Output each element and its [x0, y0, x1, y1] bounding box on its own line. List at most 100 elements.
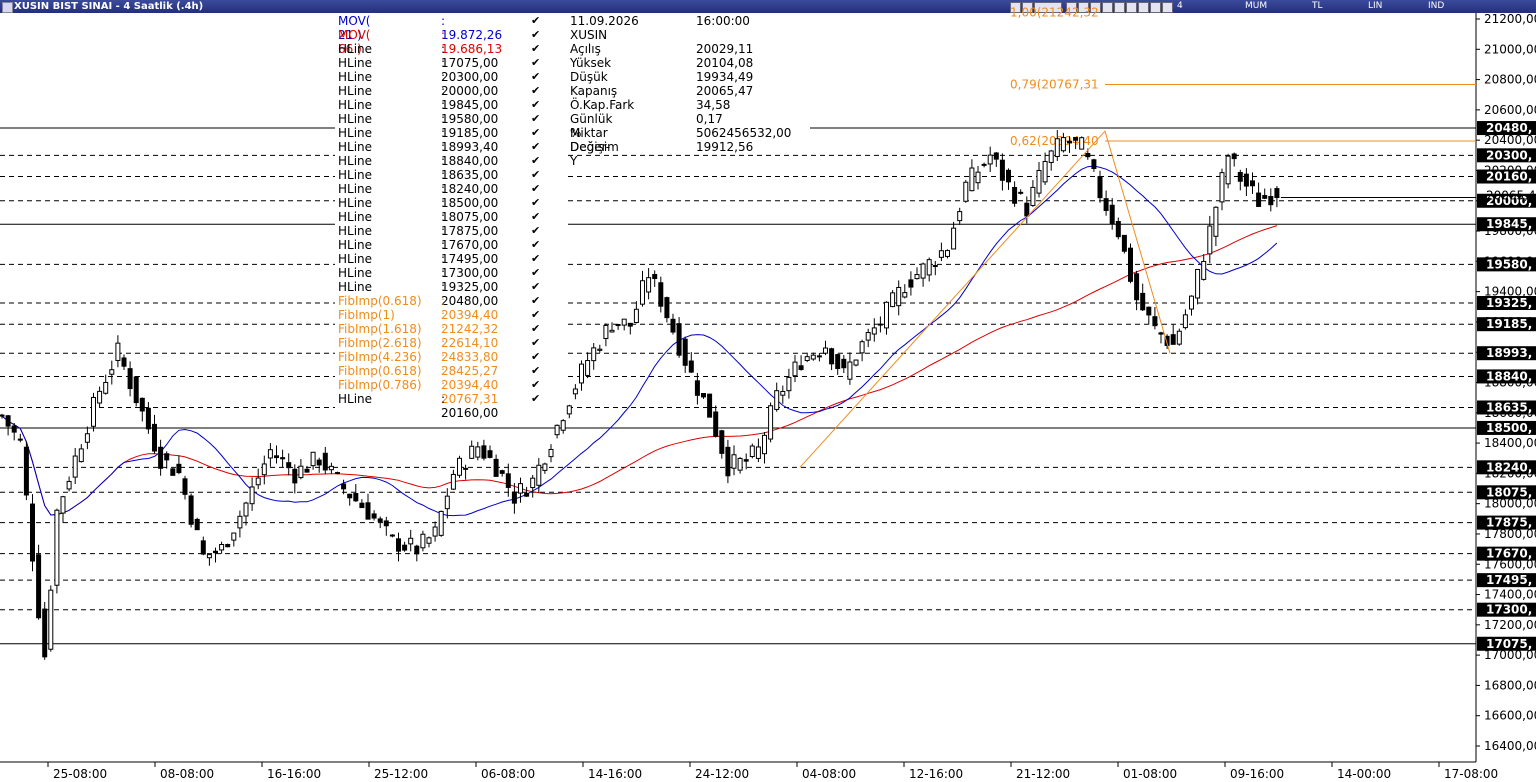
x-tick-label: 25-12:00: [374, 767, 428, 781]
info-value: 20065,47: [696, 84, 754, 98]
candle-body: [993, 152, 999, 160]
legend-visibility-check[interactable]: ✔: [531, 294, 541, 307]
legend-name: HLine: [338, 126, 373, 140]
legend-visibility-check[interactable]: ✔: [531, 336, 541, 349]
legend-value: : 17670,00: [441, 224, 499, 252]
y-tick-label: 19400,00: [1484, 285, 1536, 299]
legend-visibility-check[interactable]: ✔: [531, 196, 541, 209]
candle-body: [505, 473, 511, 488]
dropdown-icon[interactable]: [1162, 2, 1173, 13]
candle-body: [1109, 204, 1115, 225]
legend-name: MOV( 66 ): [338, 28, 371, 56]
legend-name: HLine: [338, 252, 373, 266]
candle-body: [255, 477, 261, 486]
legend-visibility-check[interactable]: ✔: [531, 280, 541, 293]
legend-visibility-check[interactable]: ✔: [531, 392, 541, 405]
candle-body: [658, 282, 664, 307]
hline-price-label: 17495,: [1486, 573, 1532, 587]
currency-selector[interactable]: TL: [1312, 1, 1323, 11]
legend-visibility-check[interactable]: ✔: [531, 98, 541, 111]
link-icon[interactable]: [1138, 2, 1149, 13]
candle-body: [841, 358, 847, 369]
legend-visibility-check[interactable]: ✔: [531, 168, 541, 181]
legend-value: : 22614,10: [441, 322, 499, 350]
print-icon[interactable]: [1022, 2, 1033, 13]
legend-name: FibImp(0.786): [338, 378, 422, 392]
candle-body: [1243, 173, 1249, 187]
scale-selector[interactable]: LIN: [1368, 1, 1383, 11]
hline-price-label: 17075,: [1486, 637, 1532, 651]
candle-body: [920, 263, 926, 279]
legend-visibility-check[interactable]: ✔: [531, 42, 541, 55]
candle-body: [97, 390, 103, 404]
candle-body: [322, 452, 328, 471]
candle-body: [1231, 153, 1237, 160]
legend-visibility-check[interactable]: ✔: [531, 224, 541, 237]
candle-body: [810, 354, 816, 360]
legend-visibility-check[interactable]: ✔: [531, 252, 541, 265]
settings-icon[interactable]: [1150, 2, 1161, 13]
candle-body: [542, 463, 548, 471]
hline-price-box: [1477, 485, 1536, 500]
candle-body: [487, 450, 493, 458]
legend-value: : 19.872,26: [441, 14, 503, 42]
candle-body: [274, 455, 279, 459]
legend-visibility-check[interactable]: ✔: [531, 140, 541, 153]
candle-body: [170, 468, 176, 476]
legend-visibility-check[interactable]: ✔: [531, 70, 541, 83]
candle-body: [640, 280, 645, 305]
candle-body: [554, 424, 560, 436]
legend-value: : 17075,00: [441, 42, 499, 70]
pencil-icon[interactable]: [1102, 2, 1113, 13]
candle-body: [749, 445, 755, 457]
chart-type-selector[interactable]: MUM: [1245, 1, 1268, 11]
info-key: Ö.Kap.Fark: [570, 98, 635, 112]
candle-body: [1103, 198, 1109, 211]
y-tick-label: 17000,00: [1484, 648, 1536, 662]
zoom-in-icon[interactable]: [1066, 2, 1077, 13]
legend-visibility-check[interactable]: ✔: [531, 364, 541, 377]
crosshair-icon[interactable]: [1090, 2, 1101, 13]
candle-body: [1042, 160, 1048, 183]
legend-visibility-check[interactable]: ✔: [531, 126, 541, 139]
legend-name: HLine: [338, 266, 373, 280]
candle-body: [396, 538, 401, 552]
zoom-out-icon[interactable]: [1078, 2, 1089, 13]
candle-body: [908, 279, 914, 288]
legend-visibility-check[interactable]: ✔: [531, 182, 541, 195]
legend-value: : 19845,00: [441, 84, 499, 112]
legend-visibility-check[interactable]: ✔: [531, 238, 541, 251]
period-selector[interactable]: 4 Saatlik: [1177, 1, 1208, 24]
legend-visibility-check[interactable]: ✔: [531, 266, 541, 279]
candle-body: [1134, 273, 1140, 301]
candle-body: [127, 368, 133, 390]
legend-visibility-check[interactable]: ✔: [531, 28, 541, 41]
candle-body: [621, 318, 627, 326]
save-icon[interactable]: [1010, 2, 1021, 13]
info-value: 34,58: [696, 98, 731, 112]
legend-visibility-check[interactable]: ✔: [531, 56, 541, 69]
refresh-icon[interactable]: [1126, 2, 1137, 13]
legend-visibility-check[interactable]: ✔: [531, 350, 541, 363]
legend-visibility-check[interactable]: ✔: [531, 322, 541, 335]
legend-visibility-check[interactable]: ✔: [531, 308, 541, 321]
candle-body: [896, 286, 902, 307]
legend-visibility-check[interactable]: ✔: [531, 210, 541, 223]
hline-price-box: [1477, 295, 1536, 310]
info-value: 20104,08: [696, 56, 754, 70]
legend-visibility-check[interactable]: ✔: [531, 112, 541, 125]
legend-visibility-check[interactable]: ✔: [531, 14, 541, 27]
workspace-icon[interactable]: [1034, 2, 1062, 13]
candle-body: [48, 589, 54, 650]
hline-price-label: 20480,: [1486, 121, 1532, 135]
legend-name: MOV( 21 ): [338, 14, 371, 42]
legend-visibility-check[interactable]: ✔: [531, 378, 541, 391]
hline-price-label: 18500,: [1486, 421, 1532, 435]
legend-name: HLine: [338, 140, 373, 154]
candle-body: [865, 332, 871, 341]
indicator-selector[interactable]: IND: [1428, 1, 1445, 11]
legend-visibility-check[interactable]: ✔: [531, 154, 541, 167]
draw-line-icon[interactable]: [1114, 2, 1125, 13]
legend-visibility-check[interactable]: ✔: [531, 84, 541, 97]
